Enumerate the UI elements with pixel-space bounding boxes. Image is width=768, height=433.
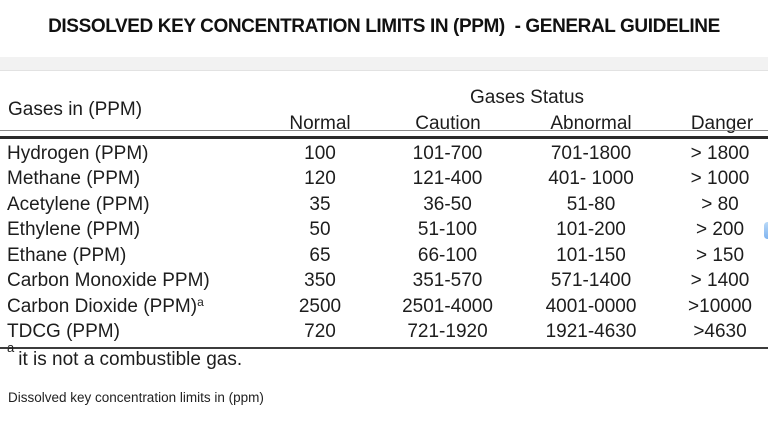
footnote-text: it is not a combustible gas. bbox=[18, 349, 243, 370]
table-cell-danger-row3: > 200 bbox=[695, 219, 745, 241]
table-cell-gas-row6: Carbon Dioxide (PPM) a bbox=[7, 294, 204, 317]
table-cell-normal-row1: 120 bbox=[304, 168, 336, 190]
table-cell-danger-row2: > 80 bbox=[701, 193, 739, 215]
header-rule-thin bbox=[0, 130, 768, 131]
divider-band bbox=[0, 57, 768, 71]
table-cell-caution-row6: 2501-4000 bbox=[402, 295, 493, 317]
table-cell-caution-row2: 36-50 bbox=[423, 193, 472, 215]
table-cell-abnormal-row1: 401- 1000 bbox=[548, 168, 634, 190]
table-cell-normal-row0: 100 bbox=[304, 142, 336, 164]
table-cell-danger-row6: >10000 bbox=[688, 295, 752, 317]
table-cell-gas-row1: Methane (PPM) bbox=[7, 168, 141, 190]
column-header-abnormal: Abnormal bbox=[550, 113, 632, 134]
table-cell-danger-row5: > 1400 bbox=[690, 270, 750, 292]
footnote: ait is not a combustible gas. bbox=[7, 341, 243, 371]
document-title: DISSOLVED KEY CONCENTRATION LIMITS IN (P… bbox=[48, 16, 720, 37]
image-caption: Dissolved key concentration limits in (p… bbox=[8, 390, 264, 405]
column-headers-row: Normal Caution Abnormal Danger bbox=[0, 113, 768, 135]
table-cell-normal-row5: 350 bbox=[304, 270, 336, 292]
table-cell-abnormal-row5: 571-1400 bbox=[550, 270, 632, 292]
table-cell-normal-row6: 2500 bbox=[298, 295, 342, 317]
table-cell-caution-row0: 101-700 bbox=[412, 142, 483, 164]
table-cell-abnormal-row0: 701-1800 bbox=[550, 142, 632, 164]
table-cell-normal-row4: 65 bbox=[309, 244, 331, 266]
table-bottom-rule bbox=[0, 347, 768, 349]
table-cell-gas-row0: Hydrogen (PPM) bbox=[7, 142, 149, 164]
table-cell-gas-row5: Carbon Monoxide PPM) bbox=[7, 270, 210, 292]
header-rule-thick bbox=[0, 136, 768, 139]
gases-status-group-header: Gases Status bbox=[469, 87, 585, 108]
table-cell-normal-row7: 720 bbox=[304, 321, 336, 343]
column-header-caution: Caution bbox=[415, 113, 481, 134]
table-cell-gas-row2: Acetylene (PPM) bbox=[7, 193, 150, 215]
table-cell-danger-row0: > 1800 bbox=[690, 142, 750, 164]
table-cell-abnormal-row7: 1921-4630 bbox=[545, 321, 637, 343]
column-header-normal: Normal bbox=[289, 113, 351, 134]
table-cell-danger-row7: >4630 bbox=[693, 321, 747, 343]
clipped-blue-control bbox=[764, 222, 768, 239]
table-cell-caution-row4: 66-100 bbox=[417, 244, 478, 266]
table-cell-gas-row3: Ethylene (PPM) bbox=[7, 219, 141, 241]
table-cell-abnormal-row4: 101-150 bbox=[556, 244, 626, 266]
table-cell-abnormal-row2: 51-80 bbox=[566, 193, 616, 215]
table-cell-normal-row3: 50 bbox=[309, 219, 331, 241]
table-cell-danger-row4: > 150 bbox=[695, 244, 745, 266]
column-header-danger: Danger bbox=[690, 113, 754, 134]
table-cell-gas-row7: TDCG (PPM) bbox=[7, 321, 120, 343]
table-cell-gas-row4: Ethane (PPM) bbox=[7, 244, 127, 266]
table-cell-caution-row7: 721-1920 bbox=[407, 321, 488, 343]
footnote-marker: a bbox=[7, 339, 15, 355]
table-cell-normal-row2: 35 bbox=[309, 193, 331, 215]
table-cell-abnormal-row6: 4001-0000 bbox=[545, 295, 637, 317]
gases-table-body: Hydrogen (PPM) 100 101-700 701-1800 > 1800 Me… bbox=[0, 141, 768, 345]
table-cell-caution-row5: 351-570 bbox=[412, 270, 483, 292]
table-cell-caution-row1: 121-400 bbox=[412, 168, 483, 190]
gases-column-header: Gases in (PPM) bbox=[8, 99, 143, 120]
table-cell-danger-row1: > 1000 bbox=[690, 168, 750, 190]
table-cell-caution-row3: 51-100 bbox=[417, 219, 478, 241]
table-cell-abnormal-row3: 101-200 bbox=[556, 219, 626, 241]
